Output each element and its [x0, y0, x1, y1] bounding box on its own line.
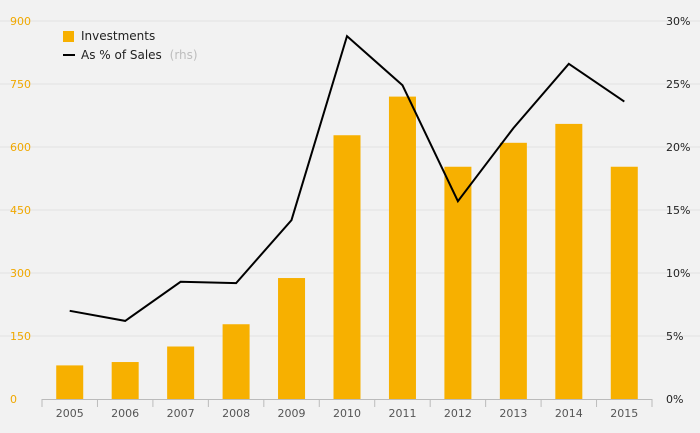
- x-tick-label: 2005: [56, 407, 84, 420]
- x-tick-label: 2015: [610, 407, 638, 420]
- x-tick-label: 2007: [167, 407, 195, 420]
- legend-label-pct-sales: As % of Sales (rhs): [81, 48, 198, 62]
- left-tick-label: 900: [10, 15, 31, 28]
- right-tick-label: 20%: [666, 141, 690, 154]
- x-axis: [41, 399, 653, 407]
- bar-investments-2010: [333, 135, 361, 400]
- bar-investments-2013: [499, 142, 527, 400]
- bar-investments-2009: [278, 278, 306, 399]
- x-tick-label: 2010: [333, 407, 361, 420]
- legend-label-pct-sales-name: As % of Sales: [81, 48, 162, 62]
- legend-label-pct-sales-note: (rhs): [170, 48, 198, 62]
- left-tick-label: 750: [10, 78, 31, 91]
- x-tick-label: 2009: [278, 407, 306, 420]
- left-tick-label: 600: [10, 141, 31, 154]
- right-axis-ticks: 0% 5% 10% 15% 20% 25% 30%: [666, 15, 690, 406]
- bar-investments-2007: [167, 346, 195, 399]
- left-axis-ticks: 0 150 300 450 600 750 900: [10, 15, 31, 406]
- investments-bars: [56, 96, 638, 400]
- right-tick-label: 0%: [666, 393, 683, 406]
- left-tick-label: 300: [10, 267, 31, 280]
- bar-investments-2008: [222, 324, 250, 399]
- bar-investments-2012: [444, 166, 472, 399]
- bar-investments-2005: [56, 365, 84, 399]
- right-tick-label: 10%: [666, 267, 690, 280]
- legend-swatch-investments: [63, 31, 74, 42]
- x-tick-label: 2013: [499, 407, 527, 420]
- right-tick-label: 30%: [666, 15, 690, 28]
- right-tick-label: 15%: [666, 204, 690, 217]
- left-tick-label: 450: [10, 204, 31, 217]
- x-tick-label: 2006: [111, 407, 139, 420]
- x-tick-label: 2012: [444, 407, 472, 420]
- legend-label-investments: Investments: [81, 29, 155, 43]
- x-tick-label: 2008: [222, 407, 250, 420]
- bar-investments-2015: [610, 166, 638, 399]
- x-tick-label: 2011: [388, 407, 416, 420]
- right-tick-label: 5%: [666, 330, 683, 343]
- left-tick-label: 0: [10, 393, 17, 406]
- bar-investments-2006: [111, 362, 139, 399]
- x-tick-label: 2014: [555, 407, 583, 420]
- pct-of-sales-line: [69, 34, 625, 322]
- right-tick-label: 25%: [666, 78, 690, 91]
- left-tick-label: 150: [10, 330, 31, 343]
- legend: Investments As % of Sales (rhs): [63, 29, 198, 62]
- bar-investments-2011: [388, 96, 416, 399]
- x-axis-ticks: 2005 2006 2007 2008 2009 2010 2011 2012 2013 2014…: [56, 407, 639, 420]
- bar-investments-2014: [555, 123, 583, 400]
